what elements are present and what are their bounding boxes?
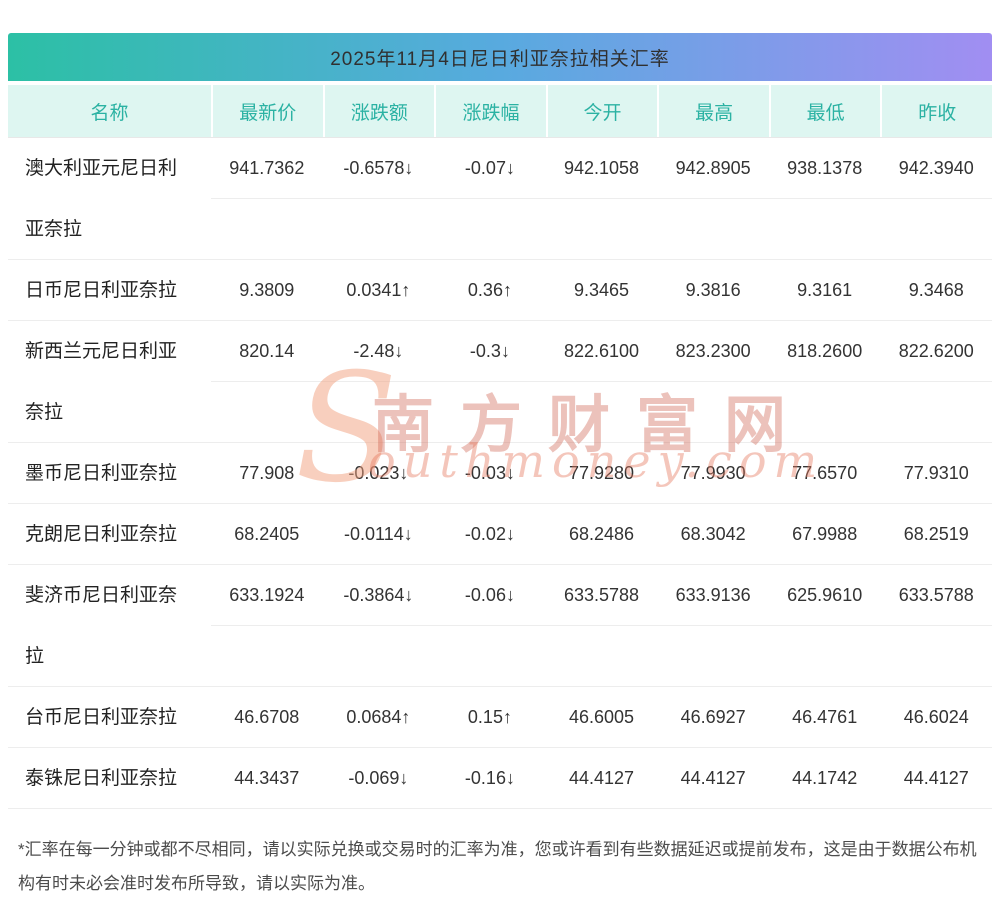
- prev-close-price: 68.2519: [903, 523, 969, 544]
- header-low: 最低: [768, 85, 881, 137]
- header-open: 今开: [545, 85, 658, 137]
- row-data-line: 820.14 -2.48↓ -0.3↓ 822.6100 823.2300 81…: [211, 321, 992, 382]
- table-row: 墨币尼日利亚奈拉 77.908 -0.023↓ -0.03↓ 77.9280 7…: [8, 443, 992, 504]
- change-percent: -0.07↓: [464, 157, 515, 178]
- change-amount: -0.6578↓: [343, 157, 414, 178]
- change-amount: -0.3864↓: [343, 584, 414, 605]
- open-price: 822.6100: [563, 340, 640, 361]
- change-percent: 0.36↑: [467, 279, 512, 300]
- high-price: 633.9136: [675, 584, 751, 605]
- low-price: 818.2600: [787, 340, 863, 361]
- table-row: 克朗尼日利亚奈拉 68.2405 -0.0114↓ -0.02↓ 68.2486…: [8, 504, 992, 565]
- header-change: 涨跌额: [322, 85, 435, 137]
- change-amount: 0.0341↑: [346, 279, 411, 300]
- exchange-rate-table: 名称 最新价 涨跌额 涨跌幅 今开 最高 最低 昨收 澳大利亚元尼日利亚奈拉 9…: [8, 85, 992, 809]
- table-row: 新西兰元尼日利亚奈拉 820.14 -2.48↓ -0.3↓ 822.6100 …: [8, 321, 992, 443]
- low-price: 67.9988: [792, 523, 858, 544]
- row-data-empty: [211, 199, 992, 259]
- prev-close-price: 9.3468: [908, 279, 964, 300]
- change-percent: -0.03↓: [464, 462, 515, 483]
- open-price: 68.2486: [568, 523, 635, 544]
- prev-close-price: 44.4127: [903, 767, 969, 788]
- table-row: 台币尼日利亚奈拉 46.6708 0.0684↑ 0.15↑ 46.6005 4…: [8, 687, 992, 748]
- high-price: 44.4127: [680, 767, 746, 788]
- low-price: 77.6570: [792, 462, 858, 483]
- currency-pair-name: 墨币尼日利亚奈拉: [25, 462, 178, 484]
- table-header-row: 名称 最新价 涨跌额 涨跌幅 今开 最高 最低 昨收: [8, 85, 992, 138]
- latest-price: 46.6708: [234, 706, 300, 727]
- header-name: 名称: [90, 102, 129, 124]
- row-data-empty: [211, 382, 992, 442]
- change-percent: 0.15↑: [467, 706, 512, 727]
- prev-close-price: 46.6024: [903, 706, 969, 727]
- row-data: 820.14 -2.48↓ -0.3↓ 822.6100 823.2300 81…: [211, 321, 992, 442]
- low-price: 46.4761: [792, 706, 858, 727]
- row-data: 633.1924 -0.3864↓ -0.06↓ 633.5788 633.91…: [211, 565, 992, 686]
- latest-price: 633.1924: [229, 584, 305, 605]
- change-percent: -0.02↓: [464, 523, 515, 544]
- latest-price: 9.3809: [239, 279, 295, 300]
- table-row: 泰铢尼日利亚奈拉 44.3437 -0.069↓ -0.16↓ 44.4127 …: [8, 748, 992, 809]
- change-percent: -0.06↓: [464, 584, 515, 605]
- low-price: 9.3161: [797, 279, 853, 300]
- currency-pair-name: 澳大利亚元尼日利亚奈拉: [25, 157, 178, 240]
- latest-price: 77.908: [239, 462, 295, 483]
- high-price: 9.3816: [685, 279, 741, 300]
- row-data-empty: [211, 626, 992, 686]
- currency-pair-name: 克朗尼日利亚奈拉: [25, 523, 178, 545]
- high-price: 942.8905: [675, 157, 751, 178]
- table-row: 日币尼日利亚奈拉 9.3809 0.0341↑ 0.36↑ 9.3465 9.3…: [8, 260, 992, 321]
- change-amount: -0.023↓: [348, 462, 409, 483]
- change-amount: -0.0114↓: [344, 523, 413, 544]
- currency-pair-name: 斐济币尼日利亚奈拉: [25, 584, 178, 667]
- header-pct: 涨跌幅: [434, 85, 546, 137]
- low-price: 44.1742: [792, 767, 858, 788]
- change-percent: -0.3↓: [469, 340, 510, 361]
- prev-close-price: 942.3940: [898, 157, 974, 178]
- header-prev-close: 昨收: [880, 85, 992, 137]
- open-price: 77.9280: [568, 462, 635, 483]
- open-price: 44.4127: [568, 767, 635, 788]
- table-row: 澳大利亚元尼日利亚奈拉 941.7362 -0.6578↓ -0.07↓ 942…: [8, 138, 992, 260]
- disclaimer-text: *汇率在每一分钟或都不尽相同，请以实际兑换或交易时的汇率为准，您或许看到有些数据…: [18, 840, 977, 893]
- page-title: 2025年11月4日尼日利亚奈拉相关汇率: [8, 33, 992, 81]
- latest-price: 44.3437: [234, 767, 300, 788]
- currency-pair-name: 泰铢尼日利亚奈拉: [25, 767, 178, 789]
- latest-price: 820.14: [239, 340, 295, 361]
- low-price: 938.1378: [787, 157, 863, 178]
- high-price: 68.3042: [680, 523, 746, 544]
- high-price: 46.6927: [680, 706, 746, 727]
- latest-price: 68.2405: [234, 523, 300, 544]
- high-price: 77.9930: [680, 462, 746, 483]
- header-latest: 最新价: [211, 85, 323, 137]
- open-price: 633.5788: [563, 584, 640, 605]
- latest-price: 941.7362: [229, 157, 305, 178]
- open-price: 942.1058: [563, 157, 640, 178]
- row-data-line: 941.7362 -0.6578↓ -0.07↓ 942.1058 942.89…: [211, 138, 992, 199]
- change-amount: 0.0684↑: [346, 706, 411, 727]
- row-data: 941.7362 -0.6578↓ -0.07↓ 942.1058 942.89…: [211, 138, 992, 259]
- open-price: 46.6005: [568, 706, 635, 727]
- change-amount: -2.48↓: [353, 340, 404, 361]
- open-price: 9.3465: [573, 279, 630, 300]
- row-data-line: 633.1924 -0.3864↓ -0.06↓ 633.5788 633.91…: [211, 565, 992, 626]
- change-amount: -0.069↓: [348, 767, 409, 788]
- currency-pair-name: 台币尼日利亚奈拉: [25, 706, 178, 728]
- table-row: 斐济币尼日利亚奈拉 633.1924 -0.3864↓ -0.06↓ 633.5…: [8, 565, 992, 687]
- prev-close-price: 77.9310: [903, 462, 969, 483]
- header-high: 最高: [657, 85, 769, 137]
- low-price: 625.9610: [787, 584, 863, 605]
- currency-pair-name: 日币尼日利亚奈拉: [25, 279, 178, 301]
- currency-pair-name: 新西兰元尼日利亚奈拉: [25, 340, 178, 423]
- prev-close-price: 822.6200: [898, 340, 974, 361]
- prev-close-price: 633.5788: [898, 584, 974, 605]
- high-price: 823.2300: [675, 340, 751, 361]
- change-percent: -0.16↓: [464, 767, 515, 788]
